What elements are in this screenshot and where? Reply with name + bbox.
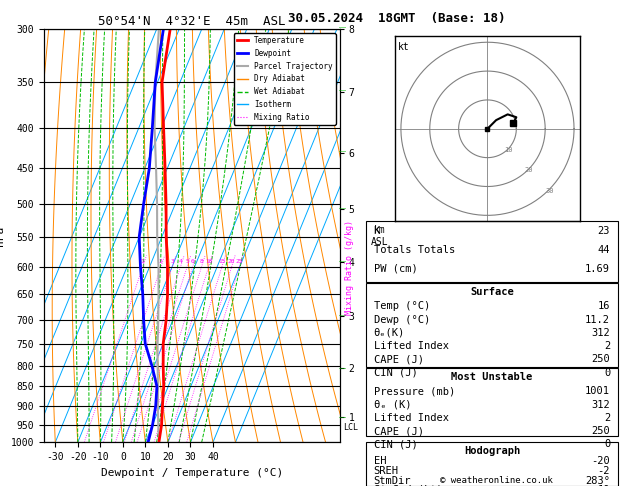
Text: 15: 15 <box>218 259 226 264</box>
Text: 0: 0 <box>604 368 610 378</box>
Text: ―: ― <box>339 87 346 93</box>
Text: 11.2: 11.2 <box>585 314 610 325</box>
Text: LCL: LCL <box>343 423 358 432</box>
Text: ―: ― <box>339 258 346 264</box>
Text: 250: 250 <box>591 354 610 364</box>
Text: ―: ― <box>339 148 346 154</box>
Text: CAPE (J): CAPE (J) <box>374 426 423 436</box>
Text: 6: 6 <box>191 259 194 264</box>
Text: 1.69: 1.69 <box>585 263 610 274</box>
Text: Mixing Ratio (g/kg): Mixing Ratio (g/kg) <box>345 220 353 315</box>
Text: Temp (°C): Temp (°C) <box>374 301 430 312</box>
Text: ―: ― <box>339 312 346 318</box>
Text: 10: 10 <box>205 259 213 264</box>
Text: ―: ― <box>339 24 346 30</box>
Text: 10: 10 <box>504 147 513 153</box>
Text: 16: 16 <box>598 301 610 312</box>
Text: EH: EH <box>374 456 386 466</box>
Text: CIN (J): CIN (J) <box>374 439 418 450</box>
Text: Totals Totals: Totals Totals <box>374 244 455 255</box>
Text: PW (cm): PW (cm) <box>374 263 418 274</box>
Text: 5: 5 <box>185 259 189 264</box>
Text: 4: 4 <box>179 259 182 264</box>
Text: © weatheronline.co.uk: © weatheronline.co.uk <box>440 476 554 485</box>
Text: Lifted Index: Lifted Index <box>374 341 448 351</box>
Title: 50°54'N  4°32'E  45m  ASL: 50°54'N 4°32'E 45m ASL <box>98 15 286 28</box>
Text: 1001: 1001 <box>585 386 610 396</box>
Text: 2: 2 <box>604 413 610 423</box>
Text: Most Unstable: Most Unstable <box>451 372 533 382</box>
Bar <box>366 282 618 367</box>
Text: 3: 3 <box>170 259 174 264</box>
Text: 44: 44 <box>598 244 610 255</box>
Text: 283°: 283° <box>585 475 610 486</box>
Text: 0: 0 <box>604 439 610 450</box>
Text: 312: 312 <box>591 399 610 410</box>
Text: ―: ― <box>339 205 346 211</box>
Text: 25: 25 <box>235 259 243 264</box>
Text: kt: kt <box>398 42 409 52</box>
Text: -2: -2 <box>598 466 610 476</box>
Text: 30: 30 <box>545 188 554 194</box>
Text: θₑ(K): θₑ(K) <box>374 328 405 338</box>
Text: CAPE (J): CAPE (J) <box>374 354 423 364</box>
Bar <box>366 367 618 435</box>
Text: ―: ― <box>339 365 346 371</box>
Bar <box>366 221 618 282</box>
Text: 1: 1 <box>141 259 145 264</box>
Text: Lifted Index: Lifted Index <box>374 413 448 423</box>
Text: 20: 20 <box>525 167 533 174</box>
Text: 23: 23 <box>598 226 610 236</box>
Text: 250: 250 <box>591 426 610 436</box>
X-axis label: Dewpoint / Temperature (°C): Dewpoint / Temperature (°C) <box>101 468 283 478</box>
Text: CIN (J): CIN (J) <box>374 368 418 378</box>
Text: Hodograph: Hodograph <box>464 446 520 456</box>
Text: θₑ (K): θₑ (K) <box>374 399 411 410</box>
Text: 10: 10 <box>598 485 610 486</box>
Text: ―: ― <box>339 415 346 420</box>
Text: 2: 2 <box>159 259 163 264</box>
Text: K: K <box>374 226 380 236</box>
Text: Dewp (°C): Dewp (°C) <box>374 314 430 325</box>
Legend: Temperature, Dewpoint, Parcel Trajectory, Dry Adiabat, Wet Adiabat, Isotherm, Mi: Temperature, Dewpoint, Parcel Trajectory… <box>233 33 336 125</box>
Text: Surface: Surface <box>470 287 514 297</box>
Text: Pressure (mb): Pressure (mb) <box>374 386 455 396</box>
Y-axis label: km
ASL: km ASL <box>370 225 388 246</box>
Text: 2: 2 <box>604 341 610 351</box>
Text: -20: -20 <box>591 456 610 466</box>
Text: 8: 8 <box>199 259 203 264</box>
Text: StmDir: StmDir <box>374 475 411 486</box>
Text: 20: 20 <box>228 259 235 264</box>
Text: 30.05.2024  18GMT  (Base: 18): 30.05.2024 18GMT (Base: 18) <box>287 12 505 25</box>
Text: StmSpd (kt): StmSpd (kt) <box>374 485 442 486</box>
Text: SREH: SREH <box>374 466 399 476</box>
Y-axis label: hPa: hPa <box>0 226 5 246</box>
Text: 312: 312 <box>591 328 610 338</box>
